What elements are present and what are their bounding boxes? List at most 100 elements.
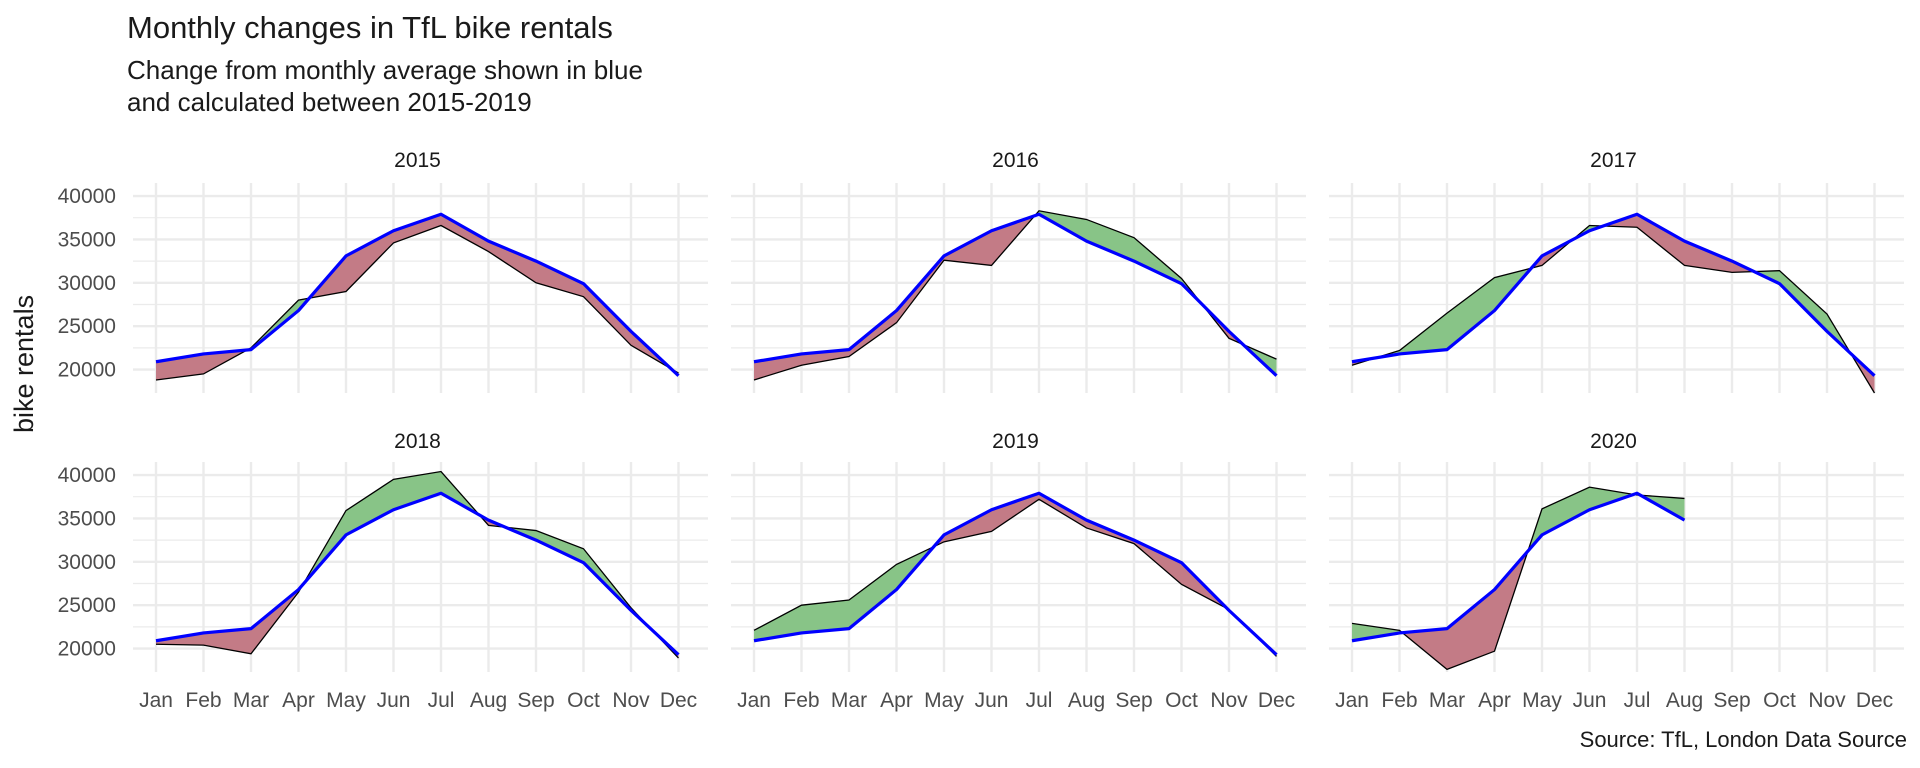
chart-title: Monthly changes in TfL bike rentals <box>127 10 613 45</box>
y-tick-label: 35000 <box>58 507 116 530</box>
facet-strip-label: 2017 <box>1590 149 1637 172</box>
above-average-ribbon <box>1134 237 1182 284</box>
panel-2017: 2017 <box>1329 149 1904 394</box>
x-tick-label: Sep <box>1713 689 1750 712</box>
x-tick-label: Nov <box>612 689 650 712</box>
above-average-ribbon <box>346 479 394 535</box>
actual-rentals-line <box>1351 224 1876 394</box>
above-average-ribbon <box>1447 277 1495 350</box>
y-tick-label: 35000 <box>58 228 116 251</box>
monthly-average-line <box>155 491 680 656</box>
x-tick-label: Jul <box>428 689 455 712</box>
x-tick-label: Dec <box>1258 689 1295 712</box>
y-tick-label: 40000 <box>58 464 116 487</box>
below-average-ribbon <box>896 255 944 323</box>
above-average-ribbon <box>536 530 584 563</box>
below-average-ribbon <box>441 214 489 252</box>
below-average-ribbon <box>393 214 441 243</box>
x-tick-label: Oct <box>567 689 600 712</box>
actual-rentals-line <box>753 498 1277 657</box>
panel-2020: 2020 Jan Feb Mar Apr May Jun Jul Aug Sep Oct Nov Dec <box>1329 430 1904 712</box>
monthly-average-line <box>1351 491 1686 643</box>
x-tick-label: Oct <box>1763 689 1796 712</box>
x-tick-label: Mar <box>1429 689 1465 712</box>
actual-rentals-line <box>155 224 679 381</box>
x-tick-label: Feb <box>783 689 819 712</box>
y-tick-label: 20000 <box>58 359 116 382</box>
x-tick-label: Jan <box>1335 689 1369 712</box>
x-tick-label: Apr <box>880 689 913 712</box>
monthly-average-line <box>1351 212 1876 377</box>
below-average-ribbon <box>583 283 631 346</box>
facet-strip-label: 2015 <box>394 149 441 172</box>
below-average-ribbon <box>1039 493 1087 528</box>
panel-2019: 2019 Jan Feb Mar Apr May Jun Jul Aug Sep Oct Nov Dec <box>731 430 1306 712</box>
panel-2016: 2016 <box>731 149 1306 393</box>
y-tick-label: 40000 <box>58 185 116 208</box>
below-average-ribbon <box>1402 628 1447 670</box>
x-tick-label: Aug <box>470 689 507 712</box>
x-tick-label: Apr <box>1478 689 1511 712</box>
y-tick-label: 20000 <box>58 638 116 661</box>
x-tick-label: Dec <box>660 689 697 712</box>
above-average-ribbon <box>1542 487 1590 535</box>
y-tick-label: 25000 <box>58 315 116 338</box>
monthly-average-line <box>155 212 680 377</box>
below-average-ribbon <box>1684 241 1732 273</box>
above-average-ribbon <box>754 605 802 641</box>
x-tick-label: Nov <box>1808 689 1846 712</box>
x-tick-label: Sep <box>517 689 554 712</box>
facet-strip-label: 2020 <box>1590 430 1637 453</box>
x-tick-label: Mar <box>233 689 269 712</box>
x-tick-label: Aug <box>1068 689 1105 712</box>
x-tick-label: Jan <box>737 689 771 712</box>
actual-rentals-line <box>753 210 1277 381</box>
y-tick-label: 30000 <box>58 272 116 295</box>
x-tick-label: May <box>326 689 366 712</box>
x-tick-label: Nov <box>1210 689 1248 712</box>
above-average-ribbon <box>801 599 849 633</box>
above-average-ribbon <box>393 471 441 510</box>
x-tick-label: Sep <box>1115 689 1152 712</box>
x-tick-label: Feb <box>1381 689 1417 712</box>
x-tick-label: Jun <box>1573 689 1607 712</box>
y-tick-label: 25000 <box>58 594 116 617</box>
below-average-ribbon <box>1134 540 1182 585</box>
x-tick-label: Oct <box>1165 689 1198 712</box>
monthly-average-line <box>753 212 1278 377</box>
above-average-ribbon <box>1086 219 1134 262</box>
below-average-ribbon <box>203 628 251 654</box>
x-tick-label: Jun <box>975 689 1009 712</box>
below-average-ribbon <box>944 230 992 266</box>
x-tick-label: Dec <box>1856 689 1893 712</box>
above-average-ribbon <box>849 564 897 629</box>
x-tick-label: May <box>1522 689 1562 712</box>
x-tick-label: Jul <box>1026 689 1053 712</box>
x-tick-label: Mar <box>831 689 867 712</box>
facet-strip-label: 2018 <box>394 430 441 453</box>
x-tick-label: Feb <box>185 689 221 712</box>
actual-rentals-line <box>1351 486 1685 671</box>
above-average-ribbon <box>1399 313 1447 354</box>
x-tick-label: Apr <box>282 689 315 712</box>
below-average-ribbon <box>1447 589 1495 670</box>
panel-2018: 2018 20000 25000 30000 35000 40000 Jan Feb Mar Ap… <box>58 430 708 712</box>
facet-strip-label: 2019 <box>992 430 1039 453</box>
x-tick-label: May <box>924 689 964 712</box>
below-average-ribbon <box>488 241 536 283</box>
monthly-average-line <box>753 491 1278 656</box>
below-average-ribbon <box>1637 214 1685 266</box>
above-average-ribbon <box>1352 623 1400 641</box>
above-average-ribbon <box>1779 270 1827 332</box>
x-tick-label: Jan <box>139 689 173 712</box>
source-caption: Source: TfL, London Data Source <box>1579 727 1907 752</box>
x-tick-label: Jun <box>377 689 411 712</box>
actual-rentals-line <box>155 470 679 659</box>
x-tick-label: Aug <box>1666 689 1703 712</box>
facet-strip-label: 2016 <box>992 149 1039 172</box>
panel-2015: 2015 20000 25000 30000 35000 40000 <box>58 149 708 393</box>
below-average-ribbon <box>346 230 394 292</box>
x-tick-label: Jul <box>1624 689 1651 712</box>
y-tick-label: 30000 <box>58 551 116 574</box>
